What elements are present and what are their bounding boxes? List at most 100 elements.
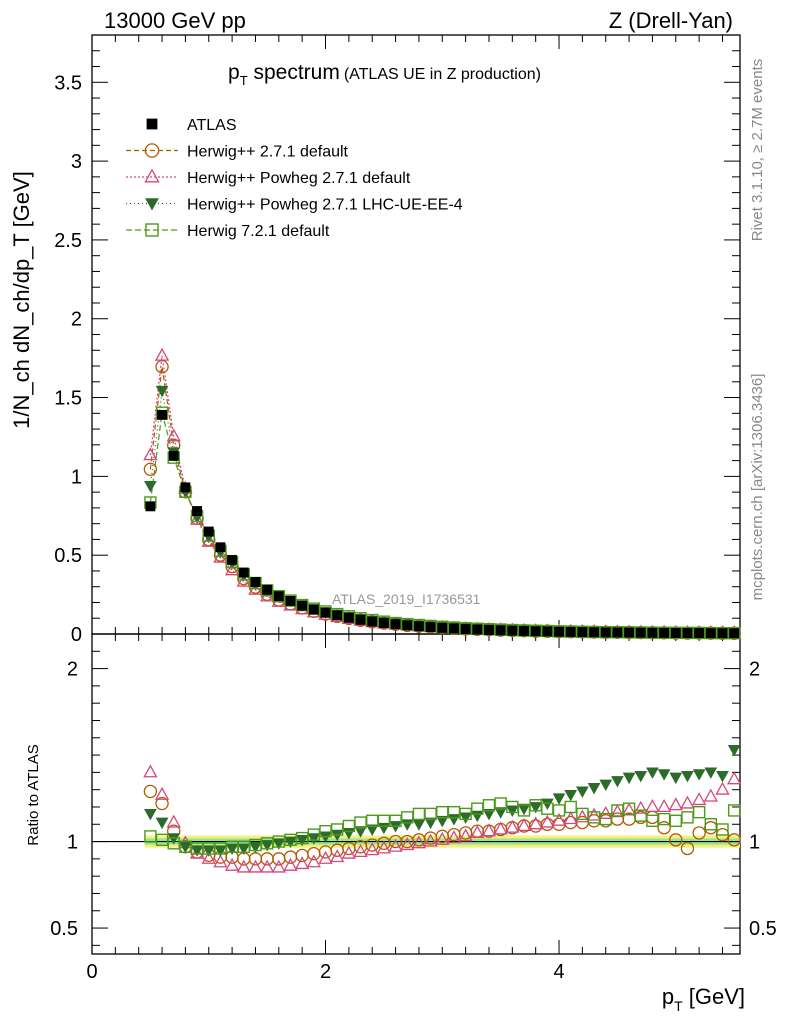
series-point-ratio: [167, 833, 181, 845]
data-point: [273, 591, 284, 602]
chart-title-rest: spectrum: [248, 61, 340, 84]
series-point-ratio: [587, 783, 601, 795]
series-point-ratio: [680, 841, 695, 856]
data-point: [484, 625, 494, 636]
x-tick-label: 4: [553, 961, 564, 983]
series-point-ratio: [692, 826, 706, 840]
series-point-ratio: [318, 850, 333, 864]
series-point-ratio: [668, 797, 683, 811]
series-point-ratio: [646, 814, 659, 828]
series-point-ratio: [225, 843, 239, 856]
series-point-ratio: [727, 744, 741, 757]
data-point: [203, 526, 214, 537]
data-point: [390, 619, 401, 630]
series-point-ratio: [400, 837, 415, 851]
data-point: [600, 627, 611, 638]
series-point-ratio: [540, 814, 555, 828]
data-point: [413, 621, 424, 632]
series-point-ratio: [610, 812, 625, 826]
series-point-ratio: [295, 848, 309, 863]
series-point-ratio: [716, 823, 729, 836]
series-point-ratio: [412, 819, 426, 831]
data-point: [227, 554, 238, 565]
x-axis-label-sub: T: [674, 998, 683, 1014]
legend-marker: [145, 198, 159, 211]
series-point-main: [727, 626, 741, 640]
series-point-ratio: [703, 788, 718, 802]
series-point-ratio: [529, 802, 543, 814]
data-point: [507, 625, 518, 636]
series-point-ratio: [575, 809, 590, 823]
series-point-ratio: [155, 817, 169, 830]
series-point-ratio: [224, 857, 240, 871]
x-axis-label-main: p: [662, 984, 674, 1009]
y-tick-label: 0.5: [54, 545, 82, 567]
ratio-tick-label: 0.5: [50, 918, 78, 940]
series-point-ratio: [272, 838, 286, 850]
series-point-ratio: [155, 796, 169, 811]
series-point-ratio: [634, 770, 648, 783]
data-point: [355, 614, 366, 625]
series-point-main: [143, 447, 158, 461]
data-point: [460, 624, 471, 635]
series-point-ratio: [680, 795, 695, 809]
chart-title: pT spectrum (ATLAS UE in Z production): [228, 61, 541, 88]
data-point: [262, 584, 273, 595]
series-point-ratio: [646, 767, 659, 779]
data-point: [542, 626, 553, 637]
x-axis-label-rest: [GeV]: [683, 984, 745, 1009]
legend-label: Herwig++ 2.7.1 default: [187, 144, 349, 161]
series-point-ratio: [365, 842, 380, 856]
series-point-ratio: [306, 854, 321, 868]
data-point: [320, 607, 331, 618]
series-point-ratio: [354, 826, 367, 838]
series-point-ratio: [412, 807, 426, 821]
series-point-ratio: [681, 770, 694, 783]
series-point-ratio: [284, 836, 297, 849]
series-point-ratio: [435, 831, 450, 845]
series-point-ratio: [295, 834, 309, 847]
data-point: [437, 622, 448, 633]
series-point-ratio: [272, 852, 286, 866]
series-point-ratio: [143, 764, 158, 778]
ratio-tick-label-right: 2: [749, 659, 760, 681]
series-point-ratio: [727, 804, 741, 817]
data-point: [589, 627, 600, 638]
series-point-ratio: [552, 793, 566, 805]
series-point-ratio: [494, 807, 507, 819]
series-point-ratio: [435, 815, 449, 828]
ratio-tick-label-right: 1: [749, 832, 760, 854]
legend: ATLAS Herwig++ 2.7.1 default Herwig++ Powh…: [126, 117, 463, 240]
legend-marker: [146, 118, 158, 130]
series-point-ratio: [599, 779, 613, 792]
series-point-ratio: [190, 845, 204, 857]
legend-label: Herwig++ Powheg 2.7.1 default: [187, 170, 411, 187]
series-point-ratio: [236, 859, 251, 873]
data-point: [332, 610, 343, 621]
series-point-ratio: [202, 845, 216, 857]
series-point-ratio: [681, 811, 694, 824]
series-point-ratio: [248, 859, 263, 873]
series-point-ratio: [271, 859, 286, 873]
series-point-ratio: [482, 808, 496, 821]
ratio-axis-label: Ratio to ATLAS: [25, 744, 42, 845]
series-point-ratio: [505, 805, 519, 817]
series-point-ratio: [458, 828, 473, 842]
series-point-ratio: [704, 821, 718, 835]
series-point-ratio: [564, 800, 577, 814]
x-tick-label: 0: [86, 961, 97, 983]
series-point-ratio: [237, 843, 251, 856]
data-point: [519, 626, 529, 636]
series-point-ratio: [179, 841, 192, 854]
data-point: [343, 612, 354, 623]
series-point-ratio: [564, 789, 578, 802]
data-point: [705, 628, 716, 639]
series-point-ratio: [447, 814, 461, 826]
legend-marker: [144, 168, 160, 183]
chart-title-main: p: [228, 61, 240, 84]
data-point: [168, 450, 179, 461]
axis-tick-labels: 0 2 4 0 0.5 1 1.5 2 2.5 3 3.5 0.5 0.5 1 1 2 2: [50, 72, 777, 983]
series-point-ratio: [669, 772, 683, 785]
data-point: [554, 626, 564, 637]
series-point-ratio: [691, 792, 707, 806]
